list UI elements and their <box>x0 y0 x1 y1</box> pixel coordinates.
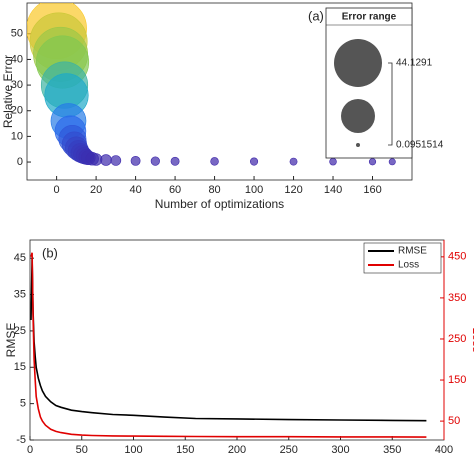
panel-label: (a) <box>308 8 324 23</box>
legend-box <box>363 242 442 274</box>
line-series <box>30 258 427 422</box>
x-label: Number of optimizations <box>155 197 284 211</box>
legend-label: RMSE <box>398 246 427 257</box>
x-tick-label: 0 <box>54 184 60 196</box>
x-tick-label: 400 <box>435 444 453 455</box>
legend-title: Error range <box>342 12 397 23</box>
plot-area <box>29 239 445 441</box>
x-tick-label: 350 <box>383 444 401 455</box>
panel-label: (b) <box>42 245 58 260</box>
bubble <box>100 154 112 166</box>
y2-tick-label: 50 <box>448 415 460 427</box>
y-label: RMSE <box>4 323 18 358</box>
legend-bracket <box>388 62 393 146</box>
y-tick-label: 5 <box>20 398 26 410</box>
x-tick-label: 50 <box>76 444 88 455</box>
x-tick-label: 20 <box>90 184 102 196</box>
y-tick-label: 20 <box>11 105 23 117</box>
y-tick-label: 40 <box>11 53 23 65</box>
y-tick-label: 25 <box>14 325 26 337</box>
y-tick-label: 30 <box>11 79 23 91</box>
bubble <box>250 157 259 166</box>
line-series <box>30 252 427 438</box>
y-tick-label: 45 <box>14 252 26 264</box>
x-tick-label: 200 <box>228 444 246 455</box>
legend-label: 0.0951514 <box>396 140 444 151</box>
bubble <box>329 157 337 166</box>
x-tick-label: 120 <box>284 184 302 196</box>
bubble <box>130 155 141 166</box>
bubble <box>289 157 298 166</box>
legend-bubble-mid <box>341 99 375 133</box>
y-tick-label: 0 <box>17 156 23 168</box>
y-tick-label: 15 <box>14 361 26 373</box>
y2-tick-label: 450 <box>448 251 466 263</box>
bubble <box>210 157 219 166</box>
bubbles <box>27 3 396 166</box>
legend-bubble <box>356 143 360 147</box>
y-label: Relative Error <box>1 55 15 128</box>
x-tick-label: 0 <box>27 444 33 455</box>
bubble <box>89 153 103 166</box>
x-tick-label: 140 <box>324 184 342 196</box>
bubble <box>110 155 122 166</box>
y-tick-label: 10 <box>11 130 23 142</box>
bubble <box>170 156 180 166</box>
y2-label: Loss <box>470 327 474 352</box>
x-tick-label: 150 <box>176 444 194 455</box>
y2-tick-label: 350 <box>448 292 466 304</box>
x-tick-label: 100 <box>245 184 263 196</box>
x-tick-label: 300 <box>331 444 349 455</box>
legend-bubble <box>334 39 382 87</box>
x-tick-label: 40 <box>129 184 141 196</box>
bubble <box>388 158 396 166</box>
x-tick-label: 80 <box>208 184 220 196</box>
bubble <box>368 158 377 166</box>
y2-tick-label: 250 <box>448 333 466 345</box>
x-tick-label: 100 <box>124 444 142 455</box>
x-tick-label: 160 <box>363 184 381 196</box>
y-tick-label: 35 <box>14 288 26 300</box>
x-tick-label: 60 <box>169 184 181 196</box>
legend-label: Loss <box>398 260 419 271</box>
x-tick-label: 250 <box>280 444 298 455</box>
legend-label: 44.1291 <box>396 58 433 69</box>
bubble <box>150 156 160 166</box>
y-tick-label: 50 <box>11 28 23 40</box>
y-tick-label: -5 <box>16 434 26 446</box>
y2-tick-label: 150 <box>448 374 466 386</box>
